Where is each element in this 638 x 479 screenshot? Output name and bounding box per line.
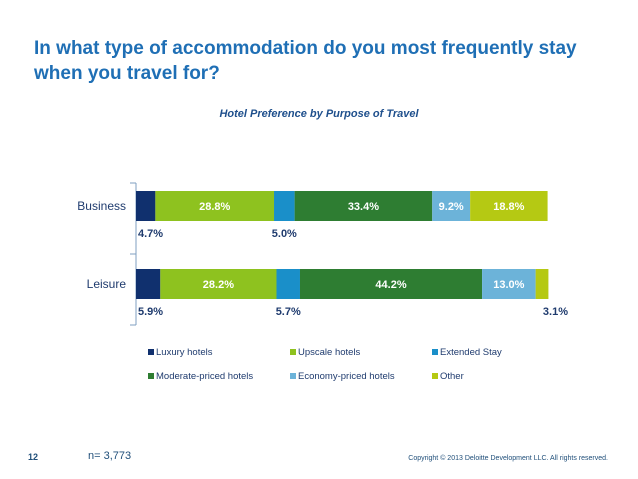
legend-swatch <box>290 349 296 355</box>
data-label: 28.8% <box>199 201 230 213</box>
data-label: 44.2% <box>375 279 406 291</box>
legend-label-extended-stay: Extended Stay <box>440 347 502 358</box>
bar-segment-moderate-priced-hotels <box>294 191 433 221</box>
legend-swatch <box>290 373 296 379</box>
data-label: 5.0% <box>272 228 297 240</box>
legend-label-other: Other <box>440 371 464 382</box>
category-label: Business <box>77 199 126 213</box>
legend-label-economy-priced-hotels: Economy-priced hotels <box>298 371 395 382</box>
bar-segment-moderate-priced-hotels <box>299 269 483 299</box>
data-label: 4.7% <box>138 228 163 240</box>
data-label: 33.4% <box>348 201 379 213</box>
bar-segment-extended-stay <box>274 191 295 221</box>
data-label: 5.9% <box>138 306 163 318</box>
bar-segment-luxury-hotels <box>136 191 156 221</box>
data-label: 18.8% <box>493 201 524 213</box>
bar-segment-extended-stay <box>276 269 300 299</box>
data-label: 9.2% <box>439 201 464 213</box>
data-label: 13.0% <box>493 279 524 291</box>
legend-label-luxury-hotels: Luxury hotels <box>156 347 213 358</box>
legend-swatch <box>148 373 154 379</box>
page-title: In what type of accommodation do you mos… <box>34 38 577 84</box>
sample-size: n= 3,773 <box>88 450 132 462</box>
data-label: 5.7% <box>276 306 301 318</box>
data-label: 28.2% <box>203 279 234 291</box>
category-label: Leisure <box>87 277 127 291</box>
chart-title: Hotel Preference by Purpose of Travel <box>219 108 419 120</box>
copyright-notice: Copyright © 2013 Deloitte Development LL… <box>408 455 608 462</box>
bar-segment-upscale-hotels <box>155 191 275 221</box>
bar-segment-other <box>535 269 549 299</box>
bar-segment-economy-priced-hotels <box>432 191 471 221</box>
legend-label-moderate-priced-hotels: Moderate-priced hotels <box>156 371 253 382</box>
legend-label-upscale-hotels: Upscale hotels <box>298 347 361 358</box>
page-number: 12 <box>28 452 39 462</box>
legend-swatch <box>432 373 438 379</box>
bar-segment-economy-priced-hotels <box>482 269 536 299</box>
bar-segment-other <box>470 191 548 221</box>
bar-segment-luxury-hotels <box>136 269 161 299</box>
bar-segment-upscale-hotels <box>160 269 277 299</box>
legend-swatch <box>148 349 154 355</box>
data-label: 3.1% <box>543 306 568 318</box>
legend-swatch <box>432 349 438 355</box>
